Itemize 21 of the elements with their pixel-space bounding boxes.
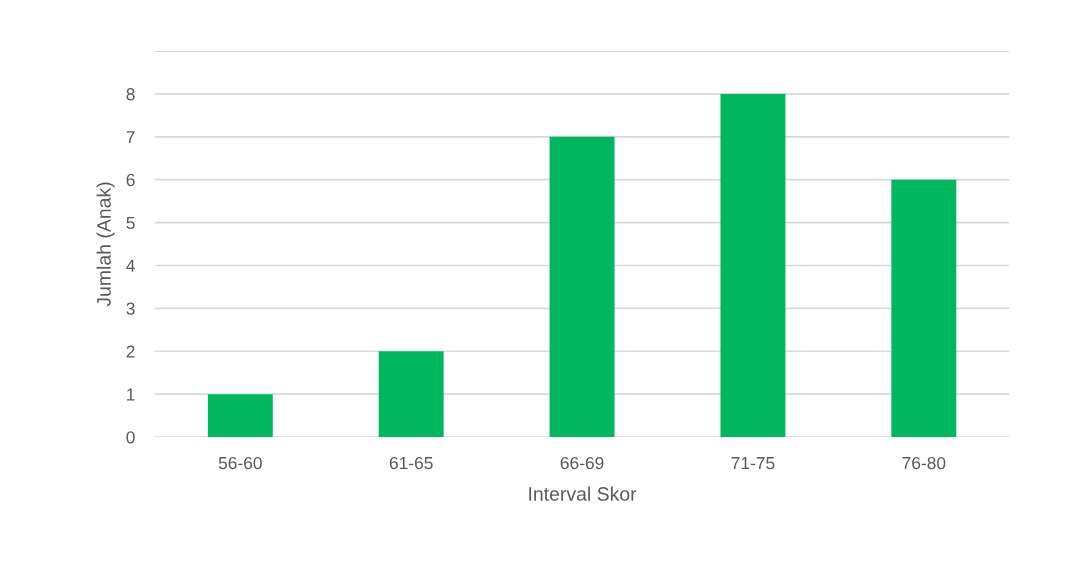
- bar: [207, 394, 273, 438]
- y-tick-label: 7: [126, 131, 135, 144]
- bar: [891, 179, 957, 438]
- bar: [549, 136, 615, 438]
- x-tick-label: 66-69: [560, 456, 604, 470]
- y-tick-label: 5: [126, 216, 135, 230]
- y-tick-label: 6: [126, 173, 135, 187]
- bar: [378, 351, 444, 438]
- y-tick-label: 0: [126, 431, 135, 444]
- y-tick-label: 2: [126, 345, 135, 358]
- bar: [720, 93, 786, 438]
- y-tick-label: 3: [126, 302, 135, 315]
- x-tick-label: 56-60: [218, 456, 262, 470]
- x-tick-label: 76-80: [902, 456, 946, 470]
- x-tick-label: 71-75: [731, 457, 775, 470]
- y-tick-label: 1: [127, 388, 135, 401]
- y-tick-label: 8: [126, 88, 135, 101]
- y-axis-title: Jumlah (Anak): [96, 182, 115, 307]
- y-tick-label: 4: [126, 259, 135, 272]
- x-tick-label: 61-65: [389, 456, 433, 470]
- x-axis-title: Interval Skor: [529, 486, 637, 501]
